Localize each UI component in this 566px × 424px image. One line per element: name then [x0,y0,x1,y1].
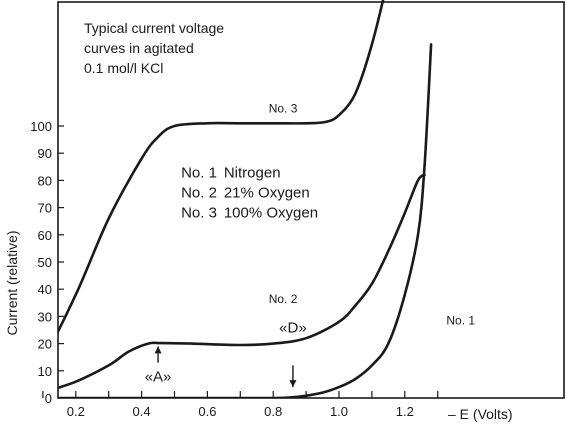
y-tick-label: 50 [38,255,52,270]
marker-arrow-head-1 [154,346,162,354]
annotation-line-3: 0.1 mol/l KCl [84,60,163,76]
legend-number-3: No. 3 [181,205,217,222]
y-axis-title: Current (relative) [4,230,20,335]
legend-name-1: Nitrogen [224,165,281,182]
curve-label-3: No. 3 [269,101,298,115]
x-tick-label: 1.2 [396,404,414,419]
curve-label-1: No. 1 [446,314,475,328]
y-tick-label: 30 [38,309,52,324]
x-tick-label: 0.6 [198,404,216,419]
series-line-2 [58,173,426,390]
legend-number-1: No. 1 [181,165,217,182]
labels: No. 1 No. 2 No. 3 No. 1 Nitrogen No. 2 21% Oxy… [145,101,475,388]
marker-label-2: «D» [279,320,307,337]
axes: 0 10 20 30 40 50 60 70 80 90 100 0.2 0.4 0.6 0.8 1.0 1.2 [30,119,439,419]
annotation-line-1: Typical current voltage [84,20,224,36]
annotation-line-2: curves in agitated [84,40,194,56]
y-tick-label: 70 [38,201,52,216]
y-tick-label: 10 [38,364,52,379]
legend-number-2: No. 2 [181,185,217,202]
curves [58,0,433,398]
y-tick-label: 0 [45,391,52,406]
y-tick-label: 100 [30,119,52,134]
marker-label-1: «A» [145,369,172,386]
y-tick-label: 20 [38,337,52,352]
x-axis-title: – E (Volts) [448,406,513,422]
x-tick-label: 0.2 [67,404,85,419]
curve-label-2: No. 2 [269,292,298,306]
plot-frame [57,1,565,399]
legend-name-3: 100% Oxygen [224,205,318,222]
series-line-1 [58,43,433,398]
x-tick-label: 0.4 [133,404,151,419]
x-tick-label: 0.8 [264,404,282,419]
marker-arrow-head-2 [289,380,297,388]
y-tick-label: 40 [38,282,52,297]
series-line-3 [58,0,385,335]
legend-name-2: 21% Oxygen [224,185,310,202]
y-tick-label: 60 [38,228,52,243]
y-tick-label: 90 [38,146,52,161]
y-tick-label: 80 [38,173,52,188]
x-tick-label: 1.0 [330,404,348,419]
